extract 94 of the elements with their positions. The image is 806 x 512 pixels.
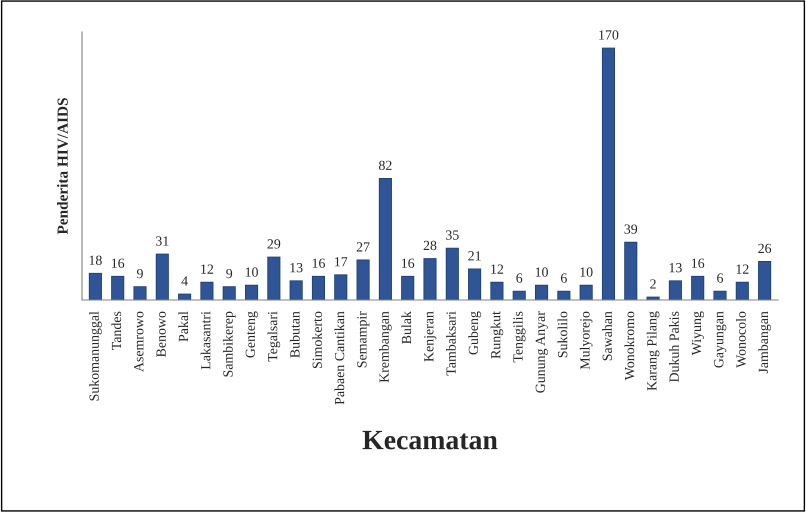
bar — [624, 242, 638, 300]
x-tick-label: Wonokromo — [624, 312, 634, 380]
bar — [446, 248, 459, 300]
bar — [580, 284, 593, 300]
x-tick-label: Tenggilis — [512, 312, 526, 362]
x-tick-label: Pakal — [178, 311, 188, 342]
bar — [557, 290, 570, 300]
bar — [534, 284, 548, 300]
data-label: 6 — [717, 273, 724, 283]
x-tick-label: Bulak — [401, 311, 412, 344]
data-label: 31 — [156, 236, 168, 246]
x-axis-title: Kecamatan — [362, 430, 498, 450]
data-label: 6 — [516, 273, 522, 283]
x-tick-label: Simokerto — [312, 312, 322, 368]
bar — [490, 282, 504, 300]
data-label: 9 — [136, 268, 143, 278]
bar — [88, 272, 102, 300]
data-label: 21 — [468, 251, 481, 260]
data-label: 6 — [560, 273, 567, 283]
x-tick-label: Bubutan — [290, 311, 300, 358]
data-label: 10 — [246, 267, 258, 277]
x-tick-label: Gunung Anyar — [536, 311, 548, 393]
data-label: 13 — [670, 263, 682, 272]
data-label: 13 — [290, 263, 303, 272]
bar — [713, 290, 727, 300]
data-label: 39 — [624, 224, 638, 234]
bar — [267, 256, 280, 300]
data-label: 28 — [424, 240, 436, 250]
x-tick-label: Jambangan — [758, 311, 771, 374]
bar — [691, 276, 704, 300]
bar — [178, 294, 192, 300]
data-label: 26 — [758, 244, 772, 254]
x-tick-label: Wonocolo — [736, 312, 746, 368]
y-axis-title: Penderita HIV/AIDS — [57, 98, 68, 234]
bar — [334, 274, 348, 300]
x-tick-label: Lakasantri — [200, 311, 210, 370]
bar — [244, 284, 258, 300]
x-tick-label: Kenjeran — [424, 311, 436, 362]
data-label: 12 — [491, 264, 504, 274]
bar — [758, 261, 772, 300]
data-label: 16 — [692, 258, 704, 268]
x-tick-label: Sambikerep — [222, 312, 236, 377]
bar — [312, 276, 326, 300]
bar — [222, 286, 236, 300]
bar — [423, 258, 437, 300]
data-label: 10 — [536, 267, 548, 277]
bar — [512, 290, 526, 300]
x-tick-label: Krembangan — [379, 311, 392, 382]
bar — [156, 254, 169, 300]
x-tick-label: Sukolilo — [558, 312, 568, 358]
bar — [378, 178, 392, 300]
x-tick-label: Mulyorejo — [580, 312, 592, 370]
x-tick-label: Pabaen Cantikan — [334, 311, 344, 404]
bar — [401, 276, 414, 300]
x-tick-label: Asemrowo — [134, 312, 144, 372]
x-tick-label: Sawahan — [602, 311, 612, 360]
x-tick-label: Tambaksari — [446, 311, 456, 376]
data-label: 82 — [378, 160, 392, 170]
bar — [356, 260, 370, 300]
x-tick-label: Wiyung — [692, 311, 704, 356]
data-label: 27 — [356, 242, 370, 252]
x-tick-label: Sukomanunggal — [89, 311, 102, 400]
x-tick-label: Rungkut — [490, 311, 504, 359]
x-tick-label: Gubeng — [468, 311, 481, 355]
x-tick-label: Genteng — [246, 311, 258, 358]
x-tick-label: Semampir — [357, 311, 370, 368]
data-label: 17 — [335, 257, 348, 266]
data-label: 16 — [402, 258, 414, 268]
bar — [736, 282, 749, 300]
data-label: 18 — [90, 256, 102, 265]
bar — [133, 286, 147, 300]
data-label: 4 — [181, 276, 188, 286]
bar — [602, 48, 616, 300]
data-label: 35 — [446, 230, 459, 240]
data-label: 10 — [580, 267, 593, 277]
bar — [200, 282, 214, 300]
x-tick-label: Dukuh Pakis — [669, 312, 679, 382]
data-label: 9 — [226, 268, 232, 278]
data-label: 12 — [736, 264, 748, 274]
bar — [668, 280, 682, 300]
bar — [468, 268, 482, 300]
data-label: 2 — [650, 279, 656, 289]
data-label: 12 — [201, 264, 214, 274]
data-label: 29 — [268, 239, 280, 249]
x-tick-label: Gayungan — [714, 311, 726, 368]
data-label: 16 — [112, 258, 124, 268]
data-label: 16 — [312, 258, 325, 268]
x-tick-label: Tandes — [111, 312, 122, 350]
x-tick-label: Tegalsari — [268, 311, 280, 362]
x-tick-label: Benowo — [156, 312, 166, 358]
x-tick-label: Karang Pilang — [646, 311, 660, 391]
bar — [290, 280, 303, 300]
data-label: 170 — [599, 30, 618, 40]
bar — [111, 276, 124, 300]
